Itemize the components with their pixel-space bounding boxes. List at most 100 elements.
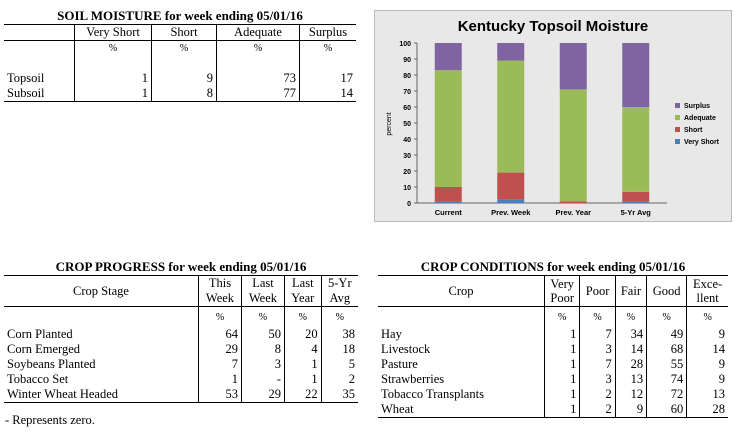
cond-cell: 1 <box>544 342 581 357</box>
progress-header-5yr-avg-2: Avg <box>329 291 351 305</box>
progress-header-last-year-2: Year <box>284 291 322 307</box>
bar-very-short-current <box>434 201 462 203</box>
cond-cell: 34 <box>615 327 648 342</box>
cond-header-very-poor-1: Very <box>550 277 574 291</box>
cond-cell: 1 <box>544 402 581 418</box>
cond-cell: 2 <box>579 387 616 402</box>
bar-very-short-prev-week <box>497 199 525 203</box>
chart-y-tick-label: 40 <box>403 137 411 144</box>
legend-label: Adequate <box>684 115 716 122</box>
progress-header-this-week: This <box>198 275 242 291</box>
soil-spacer <box>300 56 357 71</box>
chart-bars <box>434 43 650 203</box>
bar-short-prev-year <box>559 201 587 203</box>
cond-pct: % <box>703 311 712 323</box>
chart-x-tick-label: Current <box>435 208 463 217</box>
soil-pct: % <box>151 40 217 56</box>
cond-pct-blank <box>378 306 545 327</box>
legend-swatch <box>675 103 680 108</box>
cond-header-very-poor-2: Poor <box>550 291 574 305</box>
cond-cell: 49 <box>646 327 688 342</box>
crop-conditions-table: CROP CONDITIONS for week ending 05/01/16… <box>378 259 728 418</box>
progress-cell: 53 <box>198 387 242 403</box>
crop-stage-header: Crop Stage <box>4 275 199 307</box>
bar-short-prev-week <box>497 172 525 200</box>
cond-cell: 1 <box>544 327 581 342</box>
bar-surplus-current <box>434 43 462 71</box>
legend-swatch <box>675 127 680 132</box>
cond-header-excellent-1: Exce- <box>693 277 723 291</box>
progress-row-label: Tobacco Set <box>4 372 199 387</box>
cond-header-fair: Fair <box>615 275 648 307</box>
cond-cell: 9 <box>615 402 648 418</box>
bar-adequate-prev-week <box>497 60 525 173</box>
progress-row-label: Soybeans Planted <box>4 357 199 372</box>
cond-row-label: Hay <box>378 327 545 342</box>
chart-y-tick-label: 30 <box>403 153 411 160</box>
footnote: - Represents zero. <box>5 413 95 427</box>
progress-cell: 29 <box>241 387 285 403</box>
cond-cell: 14 <box>712 342 726 356</box>
legend-label: Short <box>684 127 703 134</box>
cond-cell: 1 <box>544 387 581 402</box>
topsoil-moisture-chart: Kentucky Topsoil Moisture percent 0 10 20 3… <box>374 10 732 222</box>
progress-cell: 18 <box>342 342 356 356</box>
progress-cell: 35 <box>342 387 356 401</box>
soil-spacer <box>151 56 217 71</box>
soil-pct: % <box>323 43 333 54</box>
progress-cell: 8 <box>241 342 285 357</box>
soil-cell: 1 <box>74 86 152 102</box>
soil-cell: 17 <box>340 71 354 85</box>
progress-cell: 1 <box>284 357 322 372</box>
chart-y-tick-label: 50 <box>403 121 411 128</box>
cond-cell: 7 <box>579 357 616 372</box>
soil-moisture-table: SOIL MOISTURE for week ending 05/01/16 V… <box>4 8 356 102</box>
crop-progress-table: CROP PROGRESS for week ending 05/01/16 C… <box>4 259 358 403</box>
cond-cell: 28 <box>615 357 648 372</box>
cond-cell: 2 <box>579 402 616 418</box>
soil-cell: 14 <box>340 86 354 100</box>
crop-header: Crop <box>378 275 545 307</box>
soil-cell: 8 <box>151 86 217 102</box>
cond-row-label: Livestock <box>378 342 545 357</box>
progress-cell: 7 <box>198 357 242 372</box>
chart-svg: Kentucky Topsoil Moisture percent 0 10 20 3… <box>386 18 720 217</box>
cond-cell: 72 <box>646 387 688 402</box>
progress-header-last-week: Last <box>241 275 285 291</box>
cond-header-excellent-2: llent <box>696 291 719 305</box>
progress-cell: 1 <box>198 372 242 387</box>
soil-cell: 77 <box>216 86 300 102</box>
cond-cell: 9 <box>718 327 725 341</box>
progress-header-5yr-avg: 5-Yr <box>328 276 352 290</box>
bar-short-current <box>434 187 462 202</box>
progress-cell: 20 <box>284 327 322 342</box>
crop-conditions-title: CROP CONDITIONS for week ending 05/01/16 <box>378 259 728 276</box>
cond-cell: 9 <box>718 372 725 386</box>
progress-pct: % <box>284 306 322 327</box>
bar-very-short-5-yr-avg <box>622 201 650 203</box>
progress-cell: 38 <box>342 327 356 341</box>
progress-cell: 1 <box>284 372 322 387</box>
cond-row-label: Pasture <box>378 357 545 372</box>
chart-x-tick-label: 5-Yr Avg <box>621 208 652 217</box>
soil-row-label: Subsoil <box>4 86 75 102</box>
soil-cell: 1 <box>74 71 152 86</box>
legend-label: Very Short <box>684 139 720 146</box>
chart-y-tick-label: 10 <box>403 185 411 192</box>
cond-pct: % <box>579 306 616 327</box>
cond-header-good: Good <box>646 275 688 307</box>
legend-swatch <box>675 115 680 120</box>
cond-cell: 3 <box>579 372 616 387</box>
legend-swatch <box>675 139 680 144</box>
cond-cell: 7 <box>579 327 616 342</box>
soil-row-label: Topsoil <box>4 71 75 86</box>
progress-pct: % <box>335 311 344 323</box>
chart-legend: Surplus Adequate Short Very Short <box>675 103 720 146</box>
cond-row-label: Wheat <box>378 402 545 418</box>
soil-cell: 73 <box>216 71 300 86</box>
cond-row-label: Strawberries <box>378 372 545 387</box>
progress-header-this-week-2: Week <box>198 291 242 307</box>
soil-header-short: Short <box>151 24 217 41</box>
chart-y-axis-label: percent <box>386 112 393 135</box>
cond-pct: % <box>615 306 648 327</box>
